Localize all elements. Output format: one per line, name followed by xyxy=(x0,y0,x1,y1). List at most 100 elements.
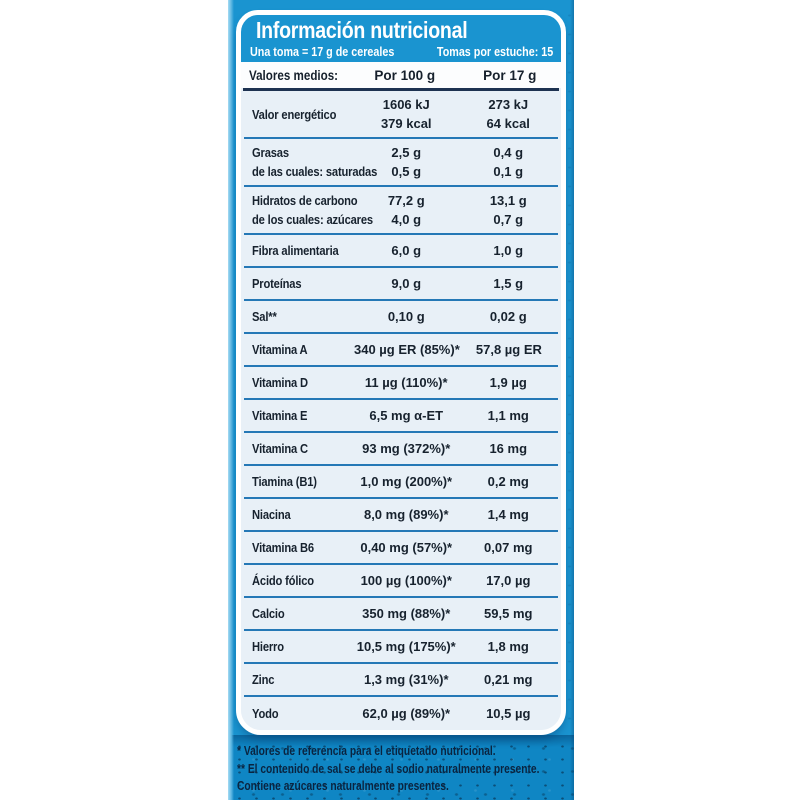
nutrient-name: Calcio xyxy=(252,606,285,621)
nutrient-name: Niacina xyxy=(252,507,291,522)
footnote-natural-sugars: Contiene azúcares naturalmente presentes… xyxy=(237,779,449,793)
nutrient-name: Vitamina D xyxy=(252,375,308,390)
nutrition-row: Niacina 8,0 mg (89%)* 1,4 mg xyxy=(244,499,558,532)
column-header-values-label: Valores medios: xyxy=(249,67,339,83)
value-per-serving: 0,02 g xyxy=(489,309,527,324)
per-100g-cell: 0,40 mg (57%)* xyxy=(354,532,458,563)
value-per-serving: 1,0 g xyxy=(493,243,524,258)
per-100g-cell: 350 mg (88%)* xyxy=(354,598,458,629)
nutrient-name-cell: Vitamina D xyxy=(244,367,354,398)
nutrition-row: Valor energético 1606 kJ 379 kcal 273 kJ… xyxy=(244,91,558,139)
nutrition-row: Fibra alimentaria 6,0 g 1,0 g xyxy=(244,235,558,268)
value-per-serving: 1,1 mg xyxy=(487,408,529,423)
nutrient-name-cell: Yodo xyxy=(244,697,354,730)
nutrition-row: Sal** 0,10 g 0,02 g xyxy=(244,301,558,334)
per-17g-cell: 1,4 mg xyxy=(458,499,558,530)
per-17g-cell: 13,1 g 0,7 g xyxy=(458,187,558,233)
value-per-serving: 1,5 g xyxy=(493,276,524,291)
servings-per-pack-note: Tomas por estuche: 15 xyxy=(436,45,554,59)
per-17g-cell: 57,8 µg ER xyxy=(460,334,558,365)
nutrient-name: Vitamina B6 xyxy=(252,540,314,555)
nutrition-row: Yodo 62,0 µg (89%)* 10,5 µg xyxy=(244,697,558,730)
per-17g-cell: 273 kJ 64 kcal xyxy=(458,91,558,137)
value-per-100g-secondary: 379 kcal xyxy=(380,116,432,131)
value-per-serving: 1,8 mg xyxy=(487,639,529,654)
nutrient-name: Yodo xyxy=(252,706,279,721)
nutrition-row: Vitamina A 340 µg ER (85%)* 57,8 µg ER xyxy=(244,334,558,367)
nutrient-name-cell: Fibra alimentaria xyxy=(244,235,354,266)
footnote-salt-sodium: ** El contenido de sal se debe al sodio … xyxy=(237,761,540,776)
nutrition-row: Vitamina E 6,5 mg α-ET 1,1 mg xyxy=(244,400,558,433)
value-per-100g: 11 µg (110%)* xyxy=(364,375,448,390)
nutrition-row: Proteínas 9,0 g 1,5 g xyxy=(244,268,558,301)
nutrient-name: Tiamina (B1) xyxy=(252,474,317,489)
value-per-100g: 0,40 mg (57%)* xyxy=(360,540,453,555)
value-per-serving: 13,1 g xyxy=(489,193,527,208)
nutrient-name-cell: Sal** xyxy=(244,301,354,332)
per-100g-cell: 8,0 mg (89%)* xyxy=(354,499,458,530)
nutrient-name-cell: Proteínas xyxy=(244,268,354,299)
column-header-row: Valores medios: Por 100 g Por 17 g xyxy=(241,62,561,88)
per-100g-cell: 2,5 g 0,5 g xyxy=(354,139,458,185)
value-per-100g: 100 µg (100%)* xyxy=(360,573,452,588)
nutrient-name-cell: Grasas de las cuales: saturadas xyxy=(244,139,377,185)
nutrition-header-band: Información nutricional Una toma = 17 g … xyxy=(241,15,561,62)
nutrient-name-cell: Hierro xyxy=(244,631,354,662)
nutrient-name-cell: Tiamina (B1) xyxy=(244,466,354,497)
per-100g-cell: 1,0 mg (200%)* xyxy=(354,466,458,497)
per-17g-cell: 0,4 g 0,1 g xyxy=(458,139,558,185)
per-100g-cell: 1,3 mg (31%)* xyxy=(354,664,458,695)
nutrient-name-cell: Vitamina C xyxy=(244,433,354,464)
value-per-serving: 0,21 mg xyxy=(484,672,533,687)
nutrient-name: Hidratos de carbono xyxy=(252,193,358,208)
per-17g-cell: 0,02 g xyxy=(458,301,558,332)
per-100g-cell: 93 mg (372%)* xyxy=(354,433,458,464)
per-100g-cell: 1606 kJ 379 kcal xyxy=(354,91,458,137)
value-per-serving: 1,9 µg xyxy=(489,375,527,390)
per-17g-cell: 1,9 µg xyxy=(458,367,558,398)
nutrient-name: Sal** xyxy=(252,309,277,324)
value-per-100g: 8,0 mg (89%)* xyxy=(363,507,449,522)
nutrition-row: Tiamina (B1) 1,0 mg (200%)* 0,2 mg xyxy=(244,466,558,499)
column-header-cell-values: Valores medios: xyxy=(241,62,351,88)
serving-info-row: Una toma = 17 g de cereales Tomas por es… xyxy=(241,44,561,60)
nutrient-name-cell: Vitamina A xyxy=(244,334,354,365)
value-per-100g-secondary: 0,5 g xyxy=(391,164,422,179)
value-per-serving: 59,5 mg xyxy=(484,606,533,621)
nutrient-subname: de las cuales: saturadas xyxy=(252,164,378,179)
nutrient-name-cell: Calcio xyxy=(244,598,354,629)
serving-size-note: Una toma = 17 g de cereales xyxy=(250,45,395,59)
per-100g-cell: 77,2 g 4,0 g xyxy=(354,187,458,233)
value-per-100g: 1,3 mg (31%)* xyxy=(363,672,449,687)
per-17g-cell: 16 mg xyxy=(458,433,558,464)
nutrient-name-cell: Zinc xyxy=(244,664,354,695)
column-header-cell-per100: Por 100 g xyxy=(351,62,459,88)
value-per-serving: 0,2 mg xyxy=(487,474,529,489)
nutrient-name: Vitamina C xyxy=(252,441,308,456)
nutrient-name: Hierro xyxy=(252,639,284,654)
nutrition-rows: Valor energético 1606 kJ 379 kcal 273 kJ… xyxy=(241,91,561,730)
per-17g-cell: 0,07 mg xyxy=(458,532,558,563)
per-17g-cell: 0,21 mg xyxy=(458,664,558,695)
per-17g-cell: 1,5 g xyxy=(458,268,558,299)
nutrition-facts-box: Información nutricional Una toma = 17 g … xyxy=(236,10,566,735)
nutrient-subname: de los cuales: azúcares xyxy=(252,212,373,227)
nutrition-row: Calcio 350 mg (88%)* 59,5 mg xyxy=(244,598,558,631)
per-100g-cell: 0,10 g xyxy=(354,301,458,332)
value-per-100g-secondary: 4,0 g xyxy=(391,212,422,227)
value-per-serving: 273 kJ xyxy=(488,97,529,112)
column-header-cell-per17: Por 17 g xyxy=(459,62,561,88)
footnote-line: * Valores de referencia para el etiqueta… xyxy=(237,743,560,761)
column-header-per17-label: Por 17 g xyxy=(483,67,537,83)
per-17g-cell: 17,0 µg xyxy=(458,565,558,596)
value-per-serving: 10,5 µg xyxy=(486,706,531,721)
value-per-serving: 16 mg xyxy=(489,441,528,456)
nutrient-name: Zinc xyxy=(252,672,275,687)
per-100g-cell: 9,0 g xyxy=(354,268,458,299)
footnotes: * Valores de referencia para el etiqueta… xyxy=(237,743,560,796)
nutrient-name-cell: Ácido fólico xyxy=(244,565,354,596)
value-per-serving: 1,4 mg xyxy=(487,507,529,522)
value-per-100g: 9,0 g xyxy=(391,276,422,291)
per-100g-cell: 100 µg (100%)* xyxy=(354,565,458,596)
nutrient-name: Proteínas xyxy=(252,276,302,291)
